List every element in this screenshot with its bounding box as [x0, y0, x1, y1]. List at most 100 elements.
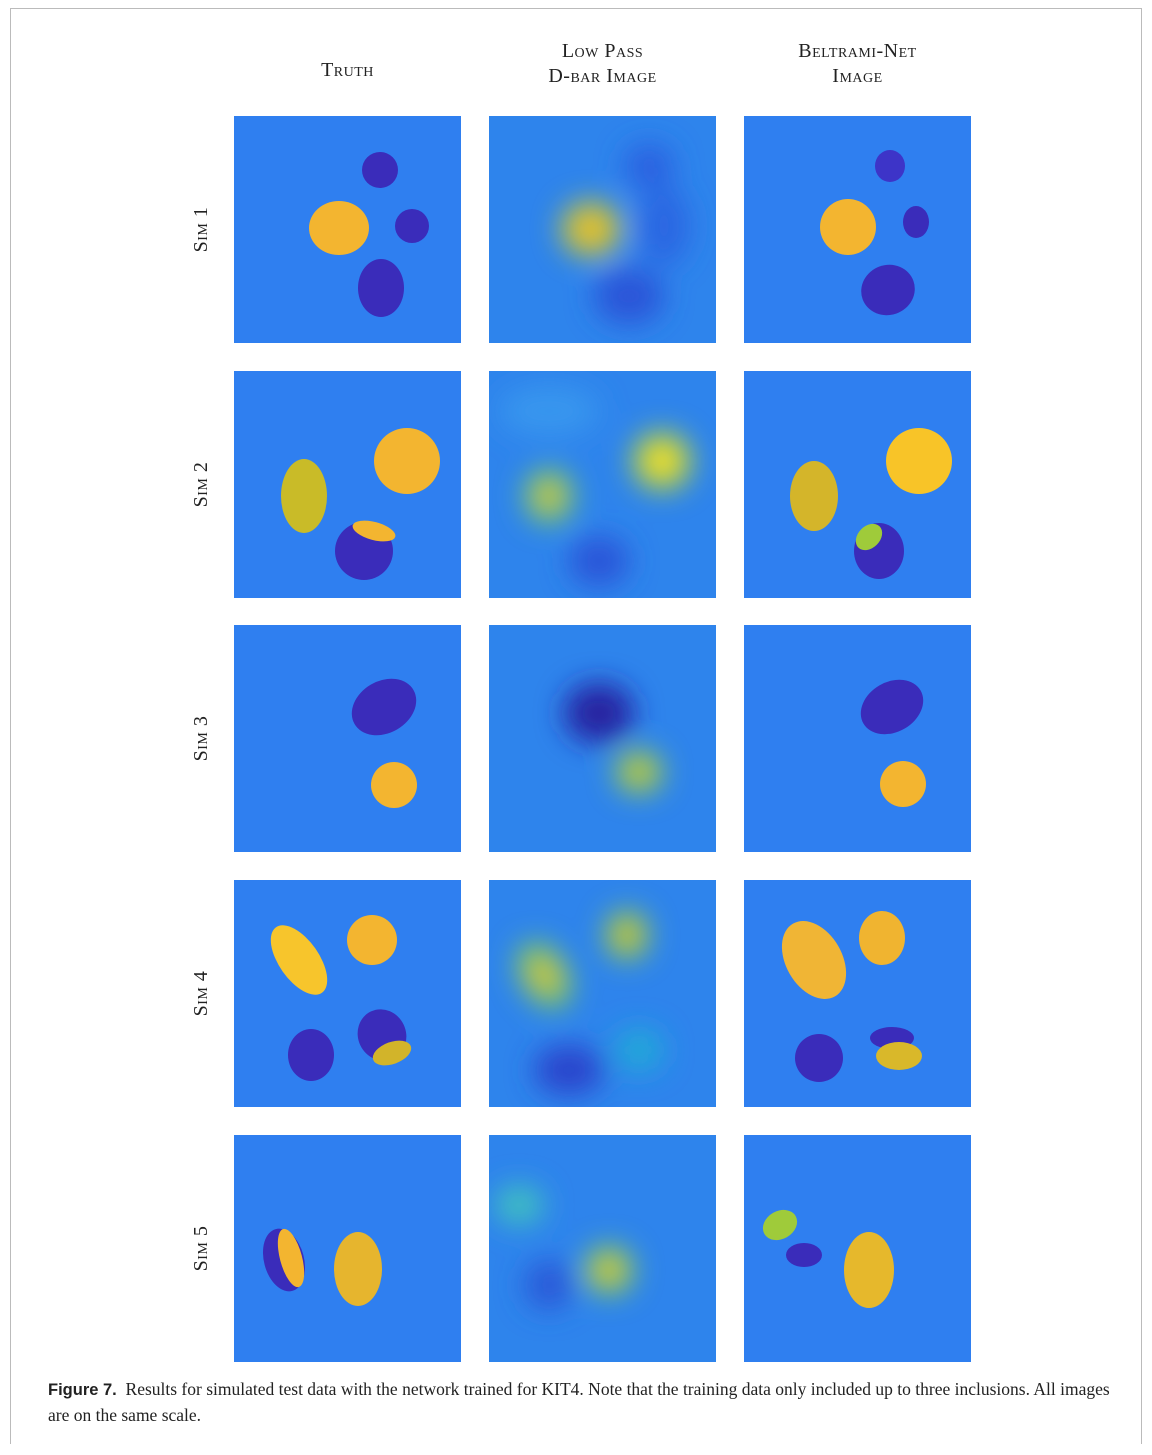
inclusion — [786, 1243, 822, 1267]
image-panel — [744, 880, 971, 1107]
inclusion — [372, 1040, 412, 1066]
inclusion — [861, 264, 915, 316]
inclusion — [577, 216, 605, 242]
inclusion — [860, 679, 924, 735]
row-label: Sim 5 — [190, 1226, 212, 1272]
inclusion — [617, 923, 637, 947]
panel-content — [744, 880, 971, 1107]
image-panel — [744, 371, 971, 598]
inclusion — [820, 199, 876, 255]
image-panel — [234, 116, 461, 343]
inclusion — [795, 1034, 843, 1082]
image-panel — [744, 1135, 971, 1362]
panel-content — [744, 116, 971, 343]
panel-background — [744, 880, 971, 1107]
inclusion — [270, 925, 328, 995]
inclusion — [790, 461, 838, 531]
column-header: Truth — [321, 59, 374, 81]
column-header: Low Pass — [562, 40, 643, 62]
inclusion — [277, 1228, 305, 1288]
inclusion — [628, 762, 650, 782]
row-label: Sim 4 — [190, 971, 212, 1017]
inclusion — [594, 268, 664, 324]
panel-content — [744, 1135, 971, 1362]
caption-label: Figure 7. — [48, 1381, 117, 1399]
column-header: Image — [832, 65, 882, 87]
inclusion — [844, 1232, 894, 1308]
panel-content — [234, 116, 461, 343]
inclusion — [876, 1042, 922, 1070]
blurred-layer — [564, 683, 663, 794]
inclusion — [534, 1045, 604, 1095]
inclusion — [351, 678, 417, 736]
inclusion — [494, 1185, 544, 1225]
inclusion — [281, 459, 327, 533]
inclusion — [903, 206, 929, 238]
inclusion — [880, 761, 926, 807]
panel-content — [489, 116, 716, 343]
inclusion — [288, 1029, 334, 1081]
inclusion — [334, 1232, 382, 1306]
inclusion — [781, 921, 847, 999]
image-panel — [744, 625, 971, 852]
image-panel — [234, 880, 461, 1107]
inclusion — [597, 1258, 621, 1282]
figure: Truth Low Pass D-bar Image Beltrami-Net Imag… — [190, 40, 971, 1362]
inclusion — [537, 482, 561, 510]
inclusion — [614, 1028, 664, 1072]
row-label: Sim 1 — [190, 207, 212, 253]
column-header: Beltrami-Net — [798, 40, 916, 62]
inclusion — [371, 762, 417, 808]
panel-content — [744, 625, 971, 852]
image-panel — [489, 116, 716, 343]
inclusion — [855, 523, 883, 551]
image-panel — [489, 371, 716, 598]
panel-content — [744, 371, 971, 598]
image-panel — [234, 1135, 461, 1362]
inclusion — [646, 445, 678, 477]
panel-content — [234, 625, 461, 852]
panel-content — [234, 1135, 461, 1362]
row-label: Sim 3 — [190, 716, 212, 762]
inclusion — [352, 520, 396, 542]
blurred-layer — [516, 910, 664, 1095]
inclusion — [524, 1260, 574, 1310]
image-panel — [744, 116, 971, 343]
panel-content — [234, 371, 461, 598]
panel-background — [744, 625, 971, 852]
panel-content — [234, 880, 461, 1107]
blurred-layer — [561, 144, 689, 324]
image-panel — [234, 625, 461, 852]
inclusion — [875, 150, 905, 182]
panel-background — [234, 625, 461, 852]
inclusion — [886, 428, 952, 494]
inclusion — [395, 209, 429, 243]
panel-content — [489, 880, 716, 1107]
figure-frame — [10, 8, 1142, 1444]
inclusion — [564, 683, 634, 743]
inclusion — [347, 915, 397, 965]
blurred-layer — [494, 1185, 634, 1310]
caption-text: Results for simulated test data with the… — [48, 1379, 1110, 1425]
image-panel — [489, 880, 716, 1107]
panel-content — [489, 371, 716, 598]
inclusion — [362, 152, 398, 188]
inclusion — [762, 1209, 798, 1241]
inclusion — [374, 428, 440, 494]
inclusion — [530, 958, 558, 992]
inclusion — [358, 259, 404, 317]
image-panel — [489, 1135, 716, 1362]
panel-background — [234, 880, 461, 1107]
column-header: D-bar Image — [548, 65, 656, 87]
caption: Figure 7. Results for simulated test dat… — [48, 1377, 1118, 1428]
panel-content — [489, 1135, 716, 1362]
row-label: Sim 2 — [190, 462, 212, 508]
inclusion — [624, 144, 674, 188]
inclusion — [639, 186, 689, 266]
blurred-layer — [499, 386, 692, 586]
image-panel — [234, 371, 461, 598]
inclusion — [309, 201, 369, 255]
panel-content — [489, 625, 716, 852]
inclusion — [499, 386, 599, 436]
